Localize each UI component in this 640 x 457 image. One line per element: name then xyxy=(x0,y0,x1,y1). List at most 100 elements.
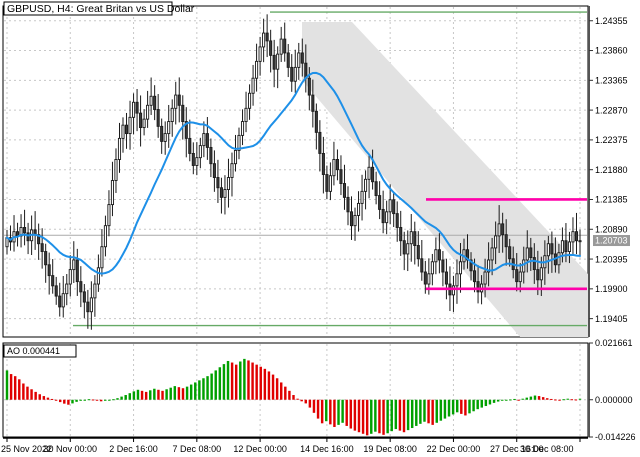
candle-body-bullish[interactable] xyxy=(68,269,72,285)
ao-bar-up[interactable] xyxy=(189,384,193,400)
ao-bar-down[interactable] xyxy=(263,368,267,400)
candle-body-bullish[interactable] xyxy=(72,259,76,271)
candle-body-bullish[interactable] xyxy=(487,259,491,273)
candle-body-bearish[interactable] xyxy=(420,258,424,273)
ao-bar-down[interactable] xyxy=(91,399,95,401)
candle-body-bearish[interactable] xyxy=(371,166,375,183)
candle-body-bullish[interactable] xyxy=(276,53,280,70)
ao-bar-up[interactable] xyxy=(222,364,226,400)
ao-bar-up[interactable] xyxy=(472,399,475,412)
ao-bar-down[interactable] xyxy=(177,387,181,400)
ao-bar-up[interactable] xyxy=(104,399,107,401)
ao-bar-up[interactable] xyxy=(435,399,438,423)
ao-bar-down[interactable] xyxy=(517,399,520,401)
ao-bar-down[interactable] xyxy=(67,399,70,405)
ao-bar-up[interactable] xyxy=(120,396,123,400)
ao-bar-up[interactable] xyxy=(79,399,82,401)
ao-bar-up[interactable] xyxy=(488,399,492,405)
candle-body-bearish[interactable] xyxy=(47,264,51,277)
candle-body-bullish[interactable] xyxy=(332,159,336,177)
ao-bar-up[interactable] xyxy=(108,399,111,401)
ao-bar-down[interactable] xyxy=(546,398,549,400)
candle-body-bullish[interactable] xyxy=(539,267,543,281)
candle-body-bullish[interactable] xyxy=(61,293,65,308)
ao-bar-down[interactable] xyxy=(22,383,25,400)
candle-body-bullish[interactable] xyxy=(237,134,241,151)
ao-bar-up[interactable] xyxy=(226,360,230,400)
ao-bar-down[interactable] xyxy=(333,399,336,427)
ao-bar-down[interactable] xyxy=(460,399,463,414)
candle-body-bearish[interactable] xyxy=(441,259,445,273)
current-price-box[interactable] xyxy=(593,235,630,247)
candle-body-bullish[interactable] xyxy=(328,175,332,192)
candle-body-bullish[interactable] xyxy=(93,283,97,299)
ao-bar-down[interactable] xyxy=(275,378,279,400)
candle-body-bullish[interactable] xyxy=(89,297,93,313)
ao-bar-up[interactable] xyxy=(423,399,426,422)
candle-body-bullish[interactable] xyxy=(149,95,153,106)
ao-bar-down[interactable] xyxy=(267,371,271,400)
candle-body-bullish[interactable] xyxy=(406,243,410,255)
ao-bar-up[interactable] xyxy=(415,399,418,426)
candle-body-bullish[interactable] xyxy=(367,166,371,180)
candle-body-bullish[interactable] xyxy=(578,240,582,243)
candle-body-bearish[interactable] xyxy=(79,281,83,293)
candle-body-bearish[interactable] xyxy=(318,131,322,154)
candle-body-bullish[interactable] xyxy=(356,202,361,216)
ao-bar-down[interactable] xyxy=(320,399,324,424)
ao-bar-up[interactable] xyxy=(480,399,483,408)
candle-body-bearish[interactable] xyxy=(135,101,139,114)
ao-bar-up[interactable] xyxy=(406,399,410,431)
ao-bar-down[interactable] xyxy=(353,399,357,431)
candle-body-bearish[interactable] xyxy=(205,133,209,148)
candle-body-bullish[interactable] xyxy=(567,241,571,252)
candle-body-bullish[interactable] xyxy=(522,259,526,273)
ao-bar-up[interactable] xyxy=(443,399,447,419)
candle-body-bearish[interactable] xyxy=(54,285,58,297)
ao-bar-down[interactable] xyxy=(251,362,254,400)
candle-body-bullish[interactable] xyxy=(430,261,434,275)
candle-body-bullish[interactable] xyxy=(107,204,111,227)
candle-body-bearish[interactable] xyxy=(272,54,276,70)
ao-bar-down[interactable] xyxy=(230,362,234,400)
ao-bar-down[interactable] xyxy=(280,382,283,400)
ao-bar-down[interactable] xyxy=(58,399,62,403)
ao-bar-down[interactable] xyxy=(38,394,41,400)
ao-bar-down[interactable] xyxy=(18,379,21,400)
candle-body-bullish[interactable] xyxy=(240,121,245,136)
ao-bar-down[interactable] xyxy=(329,399,332,425)
candle-body-bearish[interactable] xyxy=(374,181,378,197)
candle-body-bearish[interactable] xyxy=(86,301,90,313)
ao-bar-down[interactable] xyxy=(259,366,262,400)
candle-body-bullish[interactable] xyxy=(490,247,494,261)
ao-bar-up[interactable] xyxy=(194,382,197,400)
candle-body-bullish[interactable] xyxy=(132,101,136,118)
candle-body-bearish[interactable] xyxy=(219,187,223,198)
candle-body-bearish[interactable] xyxy=(209,146,213,165)
ao-bar-up[interactable] xyxy=(492,399,496,403)
ao-bar-down[interactable] xyxy=(431,399,434,425)
candle-body-bullish[interactable] xyxy=(455,273,459,287)
ao-bar-down[interactable] xyxy=(304,399,307,404)
candle-body-bullish[interactable] xyxy=(483,271,487,285)
candle-body-bullish[interactable] xyxy=(142,118,146,129)
ao-bar-down[interactable] xyxy=(34,391,37,400)
candle-body-bearish[interactable] xyxy=(325,174,329,192)
candle-body-bearish[interactable] xyxy=(532,257,536,271)
ao-bar-down[interactable] xyxy=(95,399,99,401)
candle-body-bearish[interactable] xyxy=(51,275,55,287)
candle-body-bullish[interactable] xyxy=(525,247,529,261)
ao-bar-up[interactable] xyxy=(112,399,115,401)
candle-body-bullish[interactable] xyxy=(163,133,167,142)
candle-body-bullish[interactable] xyxy=(167,121,171,135)
candle-body-bullish[interactable] xyxy=(494,235,498,249)
candle-body-bullish[interactable] xyxy=(248,92,252,109)
candle-body-bullish[interactable] xyxy=(353,214,357,227)
candle-body-bullish[interactable] xyxy=(427,273,431,285)
ao-bar-up[interactable] xyxy=(5,370,9,400)
candle-body-bullish[interactable] xyxy=(65,283,69,295)
ao-bar-up[interactable] xyxy=(341,399,344,423)
ao-bar-down[interactable] xyxy=(140,390,144,400)
ao-bar-down[interactable] xyxy=(316,399,320,419)
